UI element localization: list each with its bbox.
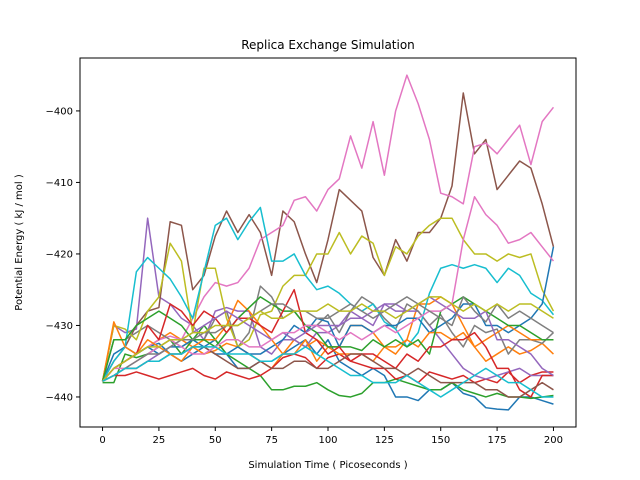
- series-line-19: [101, 296, 554, 382]
- x-axis-label: Simulation Time ( Picoseconds ): [248, 460, 407, 471]
- series-line-14: [101, 288, 554, 398]
- x-tick-label: 175: [488, 435, 507, 446]
- chart-title: Replica Exchange Simulation: [241, 38, 415, 52]
- series-line-9: [101, 217, 555, 382]
- series-line-17: [101, 195, 555, 382]
- x-tick-label: 0: [99, 435, 105, 446]
- series-line-7: [101, 74, 555, 382]
- x-axis-ticks: 0 25 50 75 100 125 150 175 200: [99, 427, 563, 446]
- series-line-18: [102, 296, 554, 382]
- x-tick-label: 75: [265, 435, 278, 446]
- y-axis-ticks: −440 −430 −420 −410 −400: [46, 106, 80, 403]
- series-layer: [101, 74, 555, 411]
- x-tick-label: 125: [375, 435, 394, 446]
- x-tick-label: 100: [318, 435, 337, 446]
- y-tick-label: −420: [46, 249, 73, 260]
- series-line-20: [102, 346, 554, 398]
- y-tick-label: −410: [46, 178, 73, 189]
- series-line-10: [101, 206, 555, 382]
- series-line-3: [102, 324, 554, 400]
- series-line-6: [101, 92, 555, 382]
- y-tick-label: −440: [46, 392, 73, 403]
- x-tick-label: 50: [209, 435, 222, 446]
- y-tick-label: −400: [46, 106, 73, 117]
- series-line-4: [102, 353, 554, 384]
- x-tick-label: 200: [544, 435, 563, 446]
- y-axis-label: Potential Energy ( kJ / mol ): [14, 174, 25, 311]
- y-tick-label: −430: [46, 321, 73, 332]
- series-line-11: [101, 246, 555, 382]
- x-tick-label: 150: [431, 435, 450, 446]
- x-tick-label: 25: [153, 435, 166, 446]
